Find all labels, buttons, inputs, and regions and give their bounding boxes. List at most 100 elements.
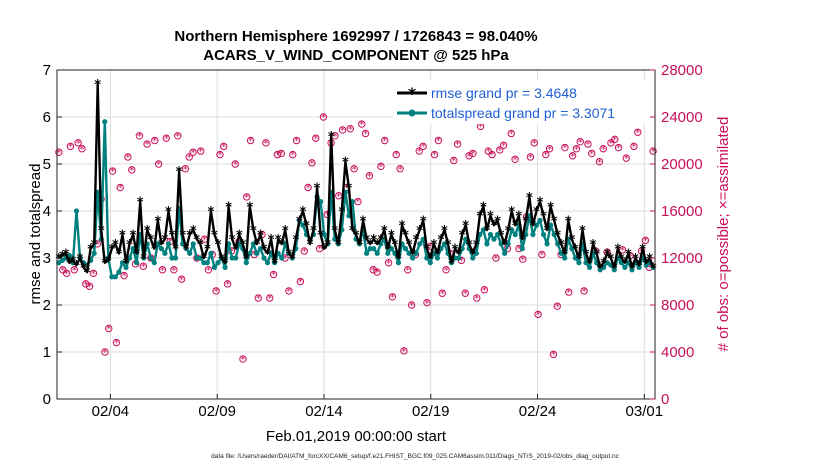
rmse-point: * (476, 210, 483, 225)
obs-assimilated-marker: * (440, 289, 445, 300)
obs-possible-marker (101, 348, 109, 356)
obs-possible-marker (388, 293, 397, 301)
obs-assimilated-marker: * (233, 160, 238, 171)
rmse-point: * (278, 238, 285, 253)
rmse-point: * (87, 243, 94, 258)
obs-assimilated-marker: * (570, 151, 575, 162)
totalspread-point (530, 231, 536, 238)
x-tick-label: 02/04 (92, 403, 130, 420)
rmse-point: * (328, 130, 335, 145)
totalspread-point (151, 260, 157, 266)
totalspread-point (279, 255, 285, 261)
obs-assimilated-marker: * (532, 138, 537, 149)
obs-possible-marker (365, 172, 374, 180)
obs-possible-marker (404, 266, 412, 274)
rmse-point: * (317, 229, 324, 244)
rmse-point: * (586, 257, 593, 272)
obs-possible-marker (580, 287, 588, 295)
rmse-point: * (158, 238, 165, 253)
rmse-point: * (218, 252, 225, 267)
obs-assimilated-marker: * (643, 236, 648, 247)
obs-possible-marker (442, 266, 450, 274)
obs-assimilated-marker: * (409, 301, 414, 312)
rmse-point: * (94, 78, 101, 93)
obs-possible-marker (450, 156, 458, 165)
rmse-point: * (222, 257, 229, 272)
rmse-point: * (370, 233, 377, 248)
obs-assimilated-marker: * (482, 285, 487, 296)
rmse-point: * (629, 261, 636, 276)
obs-count-markers: * * * * * * * * * * * * * * * * * * * * * * * * * * * * * * * * * * * * * * * *… (55, 113, 657, 366)
obs-assimilated-marker: * (493, 254, 498, 265)
obs-possible-marker (430, 150, 439, 159)
obs-assimilated-marker: * (76, 138, 81, 149)
obs-possible-marker (377, 162, 385, 171)
obs-possible-marker (296, 277, 305, 286)
rmse-point: * (600, 257, 607, 272)
obs-possible-marker (572, 145, 581, 153)
rmse-point: * (324, 238, 331, 253)
obs-possible-marker (614, 143, 623, 152)
obs-assimilated-marker: * (451, 156, 456, 167)
rmse-point: * (367, 238, 374, 253)
rmse-point: * (399, 219, 406, 234)
rmse-point: * (307, 238, 314, 253)
y2-axis-label: # of obs: o=possible; ×=assimilated (715, 117, 732, 352)
rmse-point: * (604, 247, 611, 262)
obs-assimilated-marker: * (394, 150, 399, 161)
rmse-point: * (108, 243, 115, 258)
totalspread-point (321, 231, 327, 238)
obs-assimilated-marker: * (582, 287, 587, 298)
rmse-point: * (264, 247, 271, 262)
obs-possible-marker (70, 266, 78, 274)
obs-assimilated-marker: * (624, 154, 629, 165)
y-axis-label: rmse and totalspread (27, 164, 44, 305)
obs-assimilated-marker: * (164, 134, 169, 145)
rmse-point: * (480, 200, 487, 215)
obs-assimilated-marker: * (160, 265, 165, 276)
obs-possible-marker (55, 148, 63, 156)
obs-possible-marker (112, 338, 121, 347)
obs-assimilated-marker: * (597, 157, 602, 168)
rmse-point: * (427, 252, 434, 267)
rmse-point: * (593, 247, 600, 262)
rmse-point: * (200, 252, 207, 267)
y2-tick-label: 12000 (661, 250, 703, 267)
obs-possible-marker (630, 142, 638, 151)
obs-assimilated-marker: * (129, 165, 134, 176)
rmse-point: * (551, 214, 558, 229)
obs-possible-marker (216, 150, 224, 159)
obs-possible-marker (289, 150, 297, 159)
obs-assimilated-marker: * (371, 265, 376, 276)
rmse-point: * (381, 224, 388, 239)
obs-possible-marker (438, 289, 446, 297)
rmse-point: * (321, 243, 328, 258)
obs-possible-marker (304, 183, 312, 192)
rmse-point: * (215, 238, 222, 253)
obs-assimilated-marker: * (156, 160, 161, 171)
obs-assimilated-marker: * (221, 142, 226, 153)
totalspread-point (576, 260, 582, 266)
obs-assimilated-marker: * (490, 150, 495, 161)
rmse-point: * (409, 247, 416, 262)
obs-possible-marker (338, 126, 347, 134)
obs-assimilated-marker: * (325, 210, 330, 221)
rmse-point: * (169, 229, 176, 244)
y-tick-label: 1 (43, 344, 51, 361)
rmse-point: * (445, 238, 452, 253)
totalspread-point (498, 241, 504, 247)
rmse-point: * (413, 233, 420, 248)
rmse-point: * (275, 233, 282, 248)
obs-possible-marker (461, 289, 469, 297)
obs-possible-marker (135, 132, 144, 140)
obs-assimilated-marker: * (355, 197, 360, 208)
obs-assimilated-marker: * (106, 324, 111, 335)
obs-assimilated-marker: * (102, 348, 107, 359)
obs-possible-marker (185, 153, 193, 161)
obs-assimilated-marker: * (83, 279, 88, 290)
rmse-point: * (172, 243, 179, 258)
obs-possible-marker (488, 150, 496, 159)
obs-assimilated-marker: * (620, 245, 625, 256)
rmse-point: * (77, 252, 84, 267)
obs-possible-marker (151, 136, 159, 145)
